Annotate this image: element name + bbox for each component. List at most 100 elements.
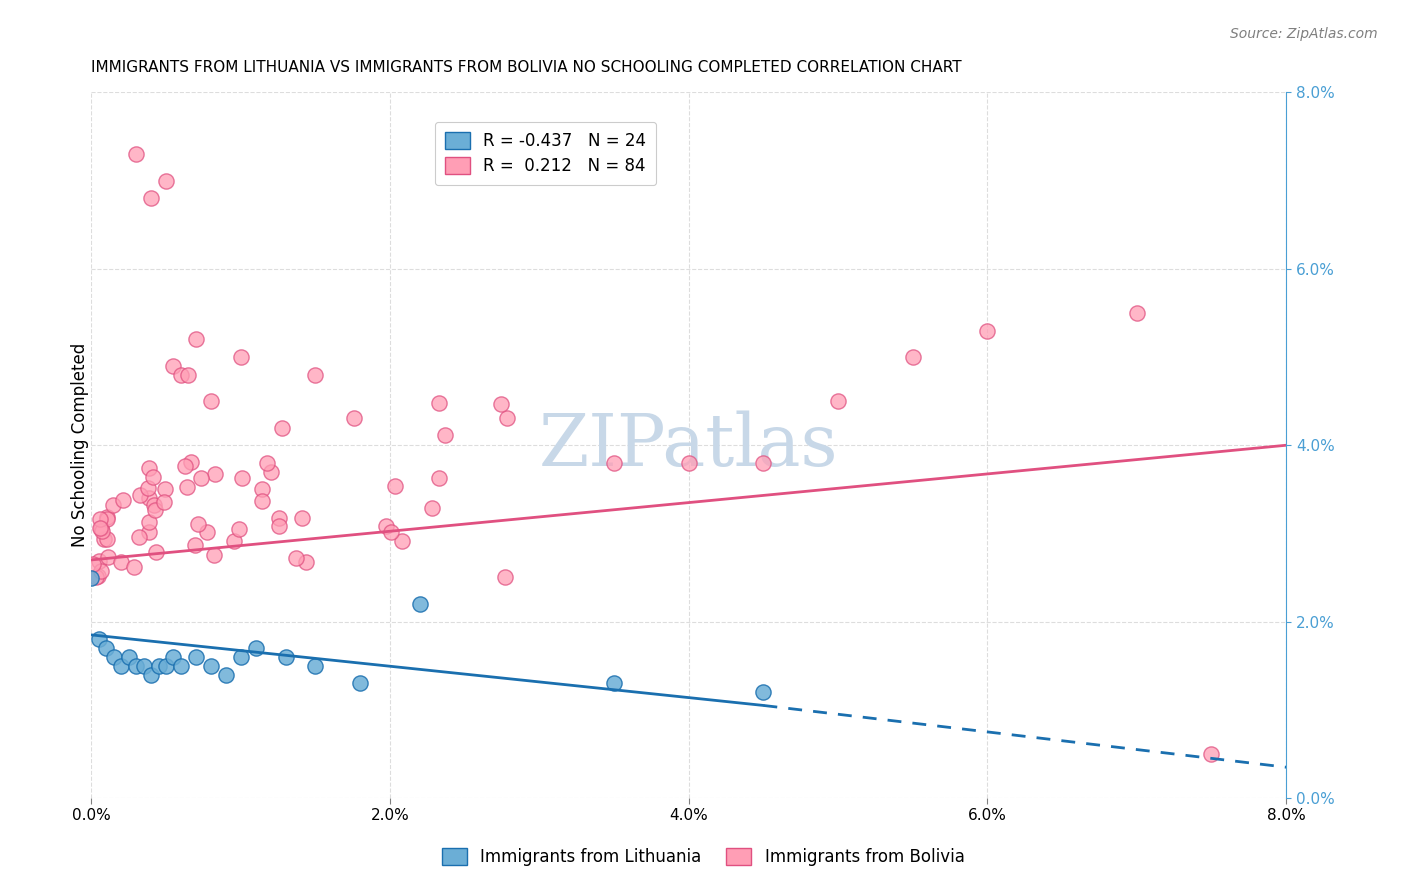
Immigrants from Bolivia xyxy=(184,332,207,346)
Immigrants from Bolivia xyxy=(86,569,108,583)
Immigrants from Lithuania xyxy=(87,632,110,647)
Immigrants from Bolivia xyxy=(89,521,111,535)
Immigrants from Bolivia xyxy=(174,459,197,474)
Immigrants from Lithuania xyxy=(118,649,141,664)
Immigrants from Bolivia xyxy=(96,511,118,525)
Immigrants from Bolivia xyxy=(136,481,159,495)
Immigrants from Lithuania xyxy=(200,658,222,673)
Immigrants from Bolivia xyxy=(420,500,443,515)
Immigrants from Bolivia xyxy=(256,456,278,470)
Immigrants from Bolivia xyxy=(271,421,294,435)
Y-axis label: No Schooling Completed: No Schooling Completed xyxy=(72,343,89,548)
Immigrants from Lithuania xyxy=(139,667,162,681)
Immigrants from Lithuania xyxy=(229,649,252,664)
Immigrants from Bolivia xyxy=(138,491,160,505)
Immigrants from Bolivia xyxy=(195,524,218,539)
Immigrants from Bolivia xyxy=(494,570,516,584)
Immigrants from Bolivia xyxy=(93,532,115,546)
Immigrants from Bolivia xyxy=(153,495,176,509)
Immigrants from Bolivia xyxy=(125,147,148,161)
Immigrants from Lithuania xyxy=(103,649,125,664)
Immigrants from Bolivia xyxy=(267,519,290,533)
Immigrants from Bolivia xyxy=(229,350,252,364)
Immigrants from Lithuania xyxy=(148,658,170,673)
Immigrants from Bolivia xyxy=(138,461,160,475)
Text: Source: ZipAtlas.com: Source: ZipAtlas.com xyxy=(1230,27,1378,41)
Immigrants from Bolivia xyxy=(142,469,165,483)
Immigrants from Bolivia xyxy=(200,394,222,409)
Immigrants from Lithuania xyxy=(409,597,432,611)
Immigrants from Bolivia xyxy=(91,524,114,538)
Immigrants from Bolivia xyxy=(110,555,132,569)
Immigrants from Bolivia xyxy=(177,368,200,382)
Immigrants from Bolivia xyxy=(204,467,226,481)
Immigrants from Bolivia xyxy=(170,368,193,382)
Immigrants from Bolivia xyxy=(202,548,225,562)
Immigrants from Bolivia xyxy=(145,545,167,559)
Immigrants from Bolivia xyxy=(153,482,176,496)
Immigrants from Bolivia xyxy=(260,465,283,479)
Immigrants from Bolivia xyxy=(827,394,849,409)
Immigrants from Lithuania xyxy=(184,649,207,664)
Text: ZIPatlas: ZIPatlas xyxy=(538,410,838,481)
Immigrants from Lithuania xyxy=(132,658,155,673)
Immigrants from Bolivia xyxy=(183,538,205,552)
Immigrants from Bolivia xyxy=(433,428,456,442)
Immigrants from Lithuania xyxy=(752,685,775,699)
Immigrants from Lithuania xyxy=(155,658,177,673)
Immigrants from Lithuania xyxy=(215,667,238,681)
Immigrants from Lithuania xyxy=(170,658,193,673)
Immigrants from Lithuania xyxy=(349,676,371,690)
Immigrants from Lithuania xyxy=(274,649,297,664)
Immigrants from Bolivia xyxy=(103,498,125,512)
Immigrants from Lithuania xyxy=(80,570,103,584)
Immigrants from Bolivia xyxy=(1201,747,1223,761)
Immigrants from Bolivia xyxy=(304,368,326,382)
Immigrants from Bolivia xyxy=(87,569,110,583)
Immigrants from Bolivia xyxy=(1126,306,1149,320)
Immigrants from Bolivia xyxy=(112,493,135,508)
Immigrants from Bolivia xyxy=(124,559,146,574)
Immigrants from Bolivia xyxy=(190,471,212,485)
Immigrants from Bolivia xyxy=(380,525,402,540)
Immigrants from Bolivia xyxy=(90,564,112,578)
Immigrants from Bolivia xyxy=(143,503,166,517)
Immigrants from Lithuania xyxy=(110,658,132,673)
Immigrants from Bolivia xyxy=(87,554,110,568)
Immigrants from Bolivia xyxy=(97,549,120,564)
Legend: Immigrants from Lithuania, Immigrants from Bolivia: Immigrants from Lithuania, Immigrants fr… xyxy=(433,840,973,875)
Immigrants from Lithuania xyxy=(96,641,118,656)
Immigrants from Bolivia xyxy=(128,530,150,544)
Immigrants from Bolivia xyxy=(222,534,245,549)
Immigrants from Bolivia xyxy=(228,522,250,536)
Immigrants from Bolivia xyxy=(267,510,290,524)
Immigrants from Bolivia xyxy=(343,411,366,425)
Immigrants from Bolivia xyxy=(252,482,274,496)
Immigrants from Bolivia xyxy=(231,470,253,484)
Immigrants from Bolivia xyxy=(384,479,406,493)
Immigrants from Bolivia xyxy=(128,488,150,502)
Immigrants from Bolivia xyxy=(391,533,413,548)
Immigrants from Bolivia xyxy=(155,174,177,188)
Legend: R = -0.437   N = 24, R =  0.212   N = 84: R = -0.437 N = 24, R = 0.212 N = 84 xyxy=(434,122,657,185)
Immigrants from Bolivia xyxy=(901,350,924,364)
Immigrants from Bolivia xyxy=(291,511,314,525)
Immigrants from Bolivia xyxy=(138,525,160,540)
Immigrants from Lithuania xyxy=(304,658,326,673)
Immigrants from Bolivia xyxy=(82,557,104,571)
Immigrants from Bolivia xyxy=(678,456,700,470)
Immigrants from Bolivia xyxy=(976,324,998,338)
Immigrants from Bolivia xyxy=(89,512,111,526)
Immigrants from Bolivia xyxy=(162,359,184,373)
Immigrants from Bolivia xyxy=(285,550,308,565)
Immigrants from Bolivia xyxy=(180,455,202,469)
Immigrants from Bolivia xyxy=(187,517,209,532)
Immigrants from Bolivia xyxy=(495,410,517,425)
Immigrants from Bolivia xyxy=(250,493,273,508)
Text: IMMIGRANTS FROM LITHUANIA VS IMMIGRANTS FROM BOLIVIA NO SCHOOLING COMPLETED CORR: IMMIGRANTS FROM LITHUANIA VS IMMIGRANTS … xyxy=(91,60,962,75)
Immigrants from Bolivia xyxy=(295,555,318,569)
Immigrants from Bolivia xyxy=(752,456,775,470)
Immigrants from Bolivia xyxy=(176,480,198,494)
Immigrants from Lithuania xyxy=(162,649,184,664)
Immigrants from Lithuania xyxy=(125,658,148,673)
